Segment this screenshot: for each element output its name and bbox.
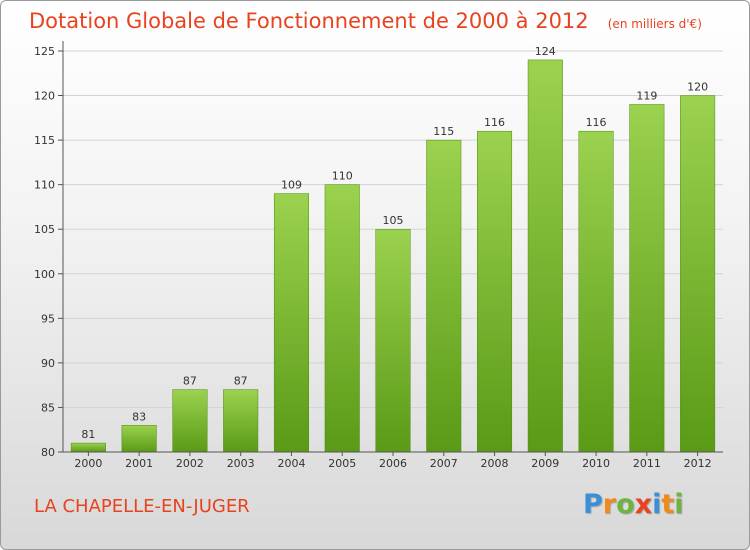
x-tick-label: 2011 <box>633 457 661 470</box>
x-tick-label: 2003 <box>227 457 255 470</box>
x-tick-label: 2007 <box>430 457 458 470</box>
bar-value-label: 120 <box>687 81 708 94</box>
title-line: Dotation Globale de Fonctionnement de 20… <box>29 9 702 33</box>
bar-value-label: 116 <box>484 116 505 129</box>
bar-value-label: 116 <box>586 116 607 129</box>
y-tick-label: 100 <box>34 268 55 281</box>
logo-letter: x <box>634 489 653 520</box>
bar-value-label: 81 <box>81 428 95 441</box>
chart-title: Dotation Globale de Fonctionnement de 20… <box>29 9 589 33</box>
axes: 80 85 90 95 100 105 110 115 120 125 2000 2001 2002 20… <box>34 41 723 470</box>
bars: 81 83 87 87 109 110 105 115 116 124 116 119 120 <box>70 45 716 453</box>
commune-name: LA CHAPELLE-EN-JUGER <box>34 496 250 517</box>
bar-2005 <box>324 184 360 453</box>
logo-letter: i <box>674 489 684 520</box>
logo-letter: o <box>616 489 635 520</box>
x-tick-label: 2012 <box>684 457 712 470</box>
x-tick-label: 2004 <box>277 457 305 470</box>
x-tick-label: 2009 <box>531 457 559 470</box>
bar-value-label: 119 <box>636 89 657 102</box>
logo-letter: t <box>661 489 675 520</box>
x-tick-label: 2008 <box>481 457 509 470</box>
bar-value-label: 83 <box>132 410 146 423</box>
bar-2001 <box>121 425 157 453</box>
bar-value-label: 87 <box>234 375 248 388</box>
logo-letter: i <box>652 489 662 520</box>
bar-2000 <box>70 442 106 453</box>
x-tick-label: 2010 <box>582 457 610 470</box>
x-tick-label: 2006 <box>379 457 407 470</box>
bar-2007 <box>426 139 462 453</box>
y-tick-label: 90 <box>41 357 55 370</box>
x-tick-label: 2005 <box>328 457 356 470</box>
x-tick-label: 2001 <box>125 457 153 470</box>
logo-letter: P <box>583 489 603 520</box>
bar-2010 <box>578 130 614 453</box>
bar-2006 <box>375 228 411 453</box>
bar-value-label: 115 <box>433 125 454 138</box>
y-tick-label: 125 <box>34 45 55 58</box>
y-tick-label: 105 <box>34 223 55 236</box>
bar-value-label: 87 <box>183 375 197 388</box>
logo-letter: r <box>602 489 617 520</box>
bar-2008 <box>477 130 513 453</box>
bar-2011 <box>629 104 665 453</box>
bar-value-label: 105 <box>383 214 404 227</box>
y-tick-label: 110 <box>34 179 55 192</box>
y-tick-label: 120 <box>34 90 55 103</box>
proxiti-logo: Proxiti <box>583 489 684 520</box>
bar-value-label: 124 <box>535 45 556 58</box>
bar-2009 <box>527 59 563 453</box>
bar-value-label: 109 <box>281 179 302 192</box>
y-tick-label: 85 <box>41 401 55 414</box>
chart-unit: (en milliers d'€) <box>607 17 702 31</box>
x-tick-label: 2002 <box>176 457 204 470</box>
y-tick-label: 95 <box>41 312 55 325</box>
y-tick-label: 80 <box>41 446 55 459</box>
bar-2012 <box>680 95 716 453</box>
bar-2002 <box>172 389 208 453</box>
y-tick-label: 115 <box>34 134 55 147</box>
bar-2003 <box>223 389 259 453</box>
bar-2004 <box>273 193 309 453</box>
bar-value-label: 110 <box>332 170 353 183</box>
x-tick-label: 2000 <box>74 457 102 470</box>
